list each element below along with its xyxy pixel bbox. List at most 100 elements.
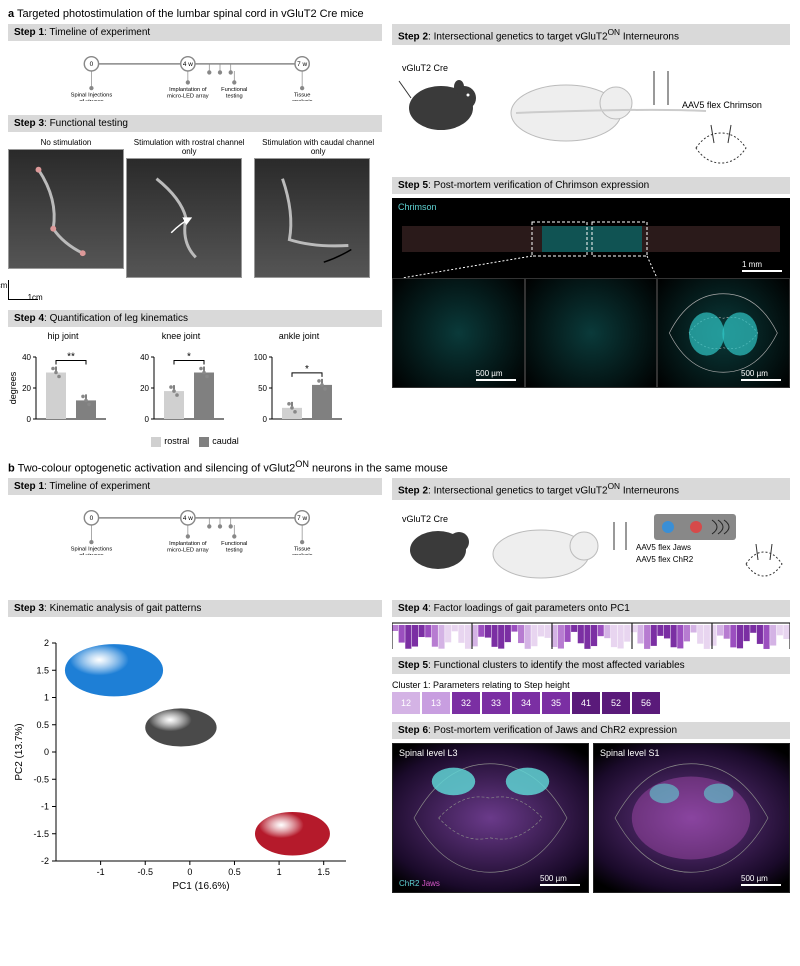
cluster-box: 35 (542, 692, 570, 714)
mouse-diagram-a: vGluT2 Cre AAV5 flex Chrimson (392, 49, 790, 177)
svg-text:40: 40 (140, 353, 149, 362)
cluster-box: 34 (512, 692, 540, 714)
svg-text:7 w: 7 w (297, 515, 307, 522)
a-step5-header: Step 5: Post-mortem verification of Chri… (392, 177, 790, 194)
a-step3-header: Step 3: Functional testing (8, 115, 382, 132)
svg-text:AAV5 flex Jaws: AAV5 flex Jaws (636, 543, 691, 552)
svg-text:4 w: 4 w (183, 61, 193, 68)
cluster-box: 56 (632, 692, 660, 714)
svg-text:PC2 (13.7%): PC2 (13.7%) (14, 723, 25, 780)
svg-text:1: 1 (44, 692, 49, 702)
a-step2-header: Step 2: Intersectional genetics to targe… (392, 24, 790, 45)
svg-text:7 w: 7 w (297, 61, 307, 68)
svg-text:0: 0 (187, 867, 192, 877)
svg-text:0.5: 0.5 (36, 719, 49, 729)
svg-text:of viruses: of viruses (79, 99, 104, 101)
b-step4-header: Step 4: Factor loadings of gait paramete… (392, 600, 790, 617)
svg-text:1: 1 (277, 867, 282, 877)
leg-img-1 (126, 158, 242, 278)
cluster-label: Cluster 1: Parameters relating to Step h… (392, 678, 790, 692)
svg-text:Functional: Functional (221, 541, 247, 547)
svg-text:40: 40 (22, 353, 31, 362)
svg-text:PC1 (16.6%): PC1 (16.6%) (172, 881, 229, 891)
chrimson-top: Chrimson 1 mm (392, 198, 790, 278)
b-step2-header: Step 2: Intersectional genetics to targe… (392, 478, 790, 499)
mouse-diagram-b: vGluT2 Cre AAV5 flex Jaws AAV5 flex ChR2 (392, 504, 790, 596)
panel-b-title: b Two-colour optogenetic activation and … (8, 459, 792, 475)
cluster-boxes: 121332333435415256 (392, 692, 790, 714)
svg-text:1.5: 1.5 (36, 665, 49, 675)
svg-text:0: 0 (44, 747, 49, 757)
svg-text:0: 0 (90, 61, 94, 68)
svg-text:micro-LED array: micro-LED array (167, 548, 209, 554)
svg-text:analysis: analysis (292, 99, 313, 101)
svg-text:Functional: Functional (221, 87, 247, 93)
svg-text:100: 100 (254, 353, 268, 362)
leg-panel: No stimulation Stimulation with rostral … (8, 136, 382, 278)
svg-text:-0.5: -0.5 (137, 867, 153, 877)
scalebar-main: 1 mm (742, 260, 782, 272)
a-timeline: 0 Spinal Injectionsof viruses 4 w Implantat… (8, 45, 382, 115)
svg-text:analysis: analysis (292, 553, 313, 555)
svg-text:testing: testing (226, 93, 243, 99)
svg-text:0: 0 (27, 415, 32, 424)
svg-text:20: 20 (140, 384, 149, 393)
b-step1-header: Step 1: Timeline of experiment (8, 478, 382, 495)
svg-text:Implantation of: Implantation of (169, 541, 207, 547)
cluster-box: 33 (482, 692, 510, 714)
bar-charts: hip joint02040degrees**knee joint02040*a… (8, 331, 382, 434)
svg-text:1.5: 1.5 (317, 867, 330, 877)
panel-a-title: a Targeted photostimulation of the lumba… (8, 8, 792, 20)
svg-text:AAV5 flex Chrimson: AAV5 flex Chrimson (682, 100, 762, 110)
panel-a-label: a (8, 8, 14, 20)
svg-text:0.5: 0.5 (228, 867, 241, 877)
svg-text:*: * (187, 352, 191, 363)
chrimson-detail: 500 µm 500 µm (392, 278, 790, 388)
chr2-jaws-legend: ChR2 Jaws (399, 879, 440, 888)
svg-text:0: 0 (145, 415, 150, 424)
leg-img-0 (8, 149, 124, 269)
svg-text:Tissue: Tissue (294, 93, 311, 99)
svg-text:4 w: 4 w (183, 515, 193, 522)
cluster-box: 41 (572, 692, 600, 714)
b-step5-header: Step 5: Functional clusters to identify … (392, 657, 790, 674)
loading-strip (392, 621, 790, 651)
cluster-box: 52 (602, 692, 630, 714)
svg-text:-0.5: -0.5 (33, 774, 49, 784)
cluster-box: 13 (422, 692, 450, 714)
svg-text:2: 2 (44, 638, 49, 648)
mouse-label: vGluT2 Cre (402, 63, 448, 73)
svg-text:-1.5: -1.5 (33, 828, 49, 838)
svg-text:**: ** (67, 352, 75, 363)
b-timeline: 0 Spinal Injectionsof viruses 4 w Implantat… (8, 499, 382, 569)
leg-img-2 (254, 158, 370, 278)
bar-legend: rostral caudal (8, 434, 382, 447)
pca-plot: -1-0.500.511.5-2-1.5-1-0.500.511.52PC1 (… (8, 621, 368, 891)
scale-bars: 1cm 1cm (8, 278, 382, 310)
spinal-s1: Spinal level S1 500 µm (593, 743, 790, 893)
svg-text:20: 20 (22, 384, 31, 393)
svg-text:-1: -1 (41, 801, 49, 811)
a-step1-header: Step 1: Timeline of experiment (8, 24, 382, 41)
svg-text:Implantation of: Implantation of (169, 87, 207, 93)
svg-text:50: 50 (258, 384, 267, 393)
svg-text:AAV5 flex ChR2: AAV5 flex ChR2 (636, 555, 694, 564)
svg-text:-1: -1 (97, 867, 105, 877)
svg-text:degrees: degrees (8, 371, 18, 404)
svg-text:micro-LED array: micro-LED array (167, 93, 209, 99)
svg-text:0: 0 (263, 415, 268, 424)
b-step3-header: Step 3: Kinematic analysis of gait patte… (8, 600, 382, 617)
svg-text:of viruses: of viruses (79, 553, 104, 555)
cluster-box: 32 (452, 692, 480, 714)
a-step4-header: Step 4: Quantification of leg kinematics (8, 310, 382, 327)
spinal-l3: Spinal level L3 ChR2 Jaws 500 µm (392, 743, 589, 893)
cluster-box: 12 (392, 692, 420, 714)
svg-text:Spinal Injections: Spinal Injections (71, 547, 113, 553)
svg-text:Spinal Injections: Spinal Injections (71, 93, 113, 99)
svg-text:Tissue: Tissue (294, 547, 311, 553)
svg-text:vGluT2 Cre: vGluT2 Cre (402, 514, 448, 524)
svg-text:testing: testing (226, 548, 243, 554)
b-step6-header: Step 6: Post-mortem verification of Jaws… (392, 722, 790, 739)
svg-text:*: * (305, 364, 309, 375)
svg-text:0: 0 (90, 515, 94, 522)
